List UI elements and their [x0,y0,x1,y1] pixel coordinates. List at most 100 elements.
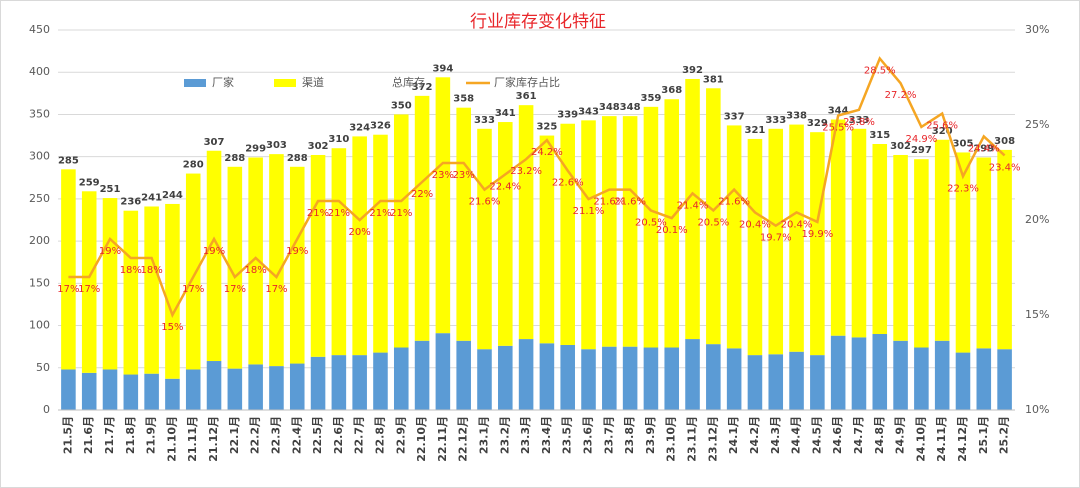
bar [373,352,388,410]
y2-tick-label: 25% [1025,118,1049,131]
x-tick-label: 23.5月 [561,416,574,454]
line-label: 19% [203,246,225,257]
bar [934,139,950,341]
line-label: 17% [182,284,204,295]
line-label: 24.9% [905,134,937,145]
x-tick-label: 24.7月 [852,416,865,454]
total-label: 310 [328,134,349,145]
y-tick-label: 0 [43,403,50,416]
x-tick-label: 24.2月 [748,416,761,454]
x-tick-label: 23.10月 [665,416,678,462]
bar [976,157,992,349]
y-tick-label: 200 [29,234,50,247]
x-tick-label: 25.2月 [998,416,1011,454]
bar [955,352,971,410]
bar [498,345,513,410]
total-label: 372 [412,82,433,93]
total-label: 339 [557,110,578,121]
bar [622,116,638,347]
bar [726,348,742,410]
bar [539,135,555,344]
total-label: 326 [370,121,391,132]
line-label: 25.5% [822,123,854,134]
bar [102,198,118,370]
bar [352,355,367,410]
total-label: 259 [79,177,100,188]
legend-swatch [274,79,296,87]
x-tick-label: 21.6月 [82,416,95,454]
bar [830,335,846,410]
y-tick-label: 100 [29,319,50,332]
y-tick-label: 150 [29,276,50,289]
bar [914,159,929,348]
bar [352,136,367,356]
bar [206,361,222,410]
line-label: 15% [161,322,183,333]
bar [206,150,222,362]
bar [144,373,159,410]
bar [602,346,617,410]
x-tick-label: 21.11月 [186,416,199,462]
y2-tick-label: 20% [1025,213,1049,226]
line-label: 17% [265,284,287,295]
x-tick-label: 23.8月 [623,416,636,454]
total-label: 361 [516,91,537,102]
line-label: 23.2% [510,166,542,177]
bar [810,355,825,410]
line-label: 17% [78,284,100,295]
bar [248,364,263,410]
total-label: 344 [828,106,849,117]
bar [165,378,180,410]
x-tick-label: 22.1月 [228,416,241,454]
bar [102,369,118,410]
x-tick-label: 22.7月 [353,416,366,454]
line-label: 22% [411,189,433,200]
line-label: 23% [432,170,454,181]
bar [331,148,347,356]
total-label: 324 [349,122,370,133]
bar [310,356,326,410]
x-tick-label: 22.2月 [249,416,262,454]
line-label: 18% [141,265,163,276]
bar [747,355,763,410]
line-label: 20.4% [739,219,771,230]
bar [726,125,742,349]
x-tick-label: 24.1月 [727,416,740,454]
line-label: 23% [453,170,475,181]
bar [477,128,492,350]
bar [477,349,492,410]
total-label: 368 [661,85,682,96]
bar [456,340,471,410]
total-label: 338 [786,111,807,122]
total-label: 299 [245,144,266,155]
bar [934,340,950,410]
line [68,56,1006,319]
total-label: 359 [640,93,661,104]
total-label: 302 [890,141,911,152]
bar [269,154,284,367]
total-label: 321 [745,125,766,136]
line-label: 21.4% [677,200,709,211]
x-tick-label: 24.9月 [894,416,907,454]
bar [643,347,659,410]
line-label: 21% [390,208,412,219]
bar [810,132,825,356]
bar [518,105,534,340]
x-tick-label: 21.10月 [165,416,178,462]
bar [560,123,575,345]
line-label: 21.1% [573,206,605,217]
line-label: 22.4% [489,181,521,192]
bar [498,122,513,346]
total-label: 315 [869,130,890,141]
bar [706,88,721,345]
x-tick-label: 24.8月 [873,416,886,454]
bar [893,154,908,341]
bar [851,128,867,338]
total-label: 333 [849,115,870,126]
bar [185,369,201,410]
total-label: 341 [495,108,516,119]
bar [414,95,430,341]
line-label: 21% [307,208,329,219]
line-label: 19.7% [760,233,792,244]
total-label: 394 [432,63,453,74]
